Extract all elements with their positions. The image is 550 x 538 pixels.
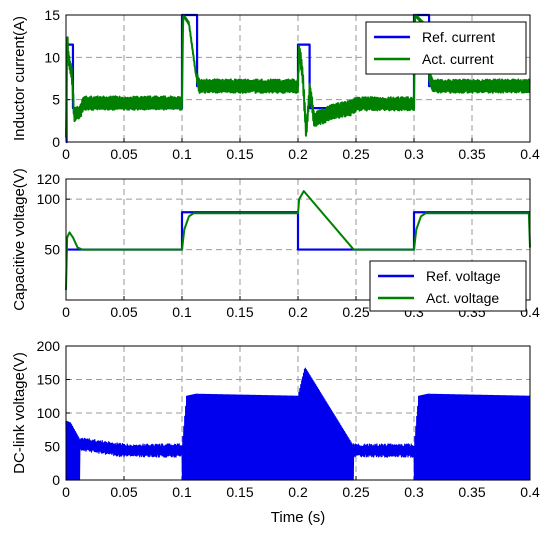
legend-label-ref-current: Ref. current [422,29,495,45]
y-tick-label: 50 [44,242,60,258]
y-tick-label: 120 [37,171,61,187]
series-lines [65,190,531,290]
x-tick-label: 0.15 [226,146,253,162]
x-tick-label: 0.1 [172,146,192,162]
panel-3: 0 0.05 0.1 0.15 0.2 0.25 0.3 0.35 0.4 0 50 100 150 20… [11,338,540,526]
y-tick-label: 0 [52,472,60,488]
plot-frame [65,14,531,143]
y-tick-label: 5 [52,92,60,108]
y-tick-label: 50 [44,439,60,455]
y-tick-label: 100 [37,405,61,421]
series-line-act-current [65,14,531,138]
legend-label-act-current: Act. current [422,51,494,67]
x-tick-label: 0.15 [226,304,253,320]
legend-box [369,260,527,312]
x-tick-label: 0.25 [342,146,369,162]
x-tick-label: 0.2 [288,304,308,320]
x-tick-label: 0.05 [110,484,137,500]
y-axis-label: Capacitive voltage(V) [11,168,28,311]
y-tick-label: 200 [37,338,61,354]
y-tick-label: 15 [44,7,60,23]
series-line-act-voltage [65,190,531,290]
x-tick-label: 0.3 [404,484,424,500]
x-tick-label: 0 [62,304,70,320]
panel-1: 0 0.05 0.1 0.15 0.2 0.25 0.3 0.35 0.4 0 5 10 15 Indu… [11,7,540,162]
x-tick-label: 0.1 [172,484,192,500]
legend: Ref. current Act. current [365,21,527,75]
x-tick-label: 0.05 [110,146,137,162]
tick-labels: 0 0.05 0.1 0.15 0.2 0.25 0.3 0.35 0.4 0 50 100 150 20… [37,338,540,500]
y-axis-label: DC-link voltage(V) [11,352,28,474]
y-tick-label: 0 [52,134,60,150]
x-tick-label: 0.15 [226,484,253,500]
y-axis-label: Inductor current(A) [11,16,28,141]
tick-labels: 0 0.05 0.1 0.15 0.2 0.25 0.3 0.35 0.4 0 5 10 15 [44,7,540,162]
plot-frame [65,178,531,301]
x-tick-label: 0.3 [404,146,424,162]
x-tick-label: 0.4 [520,146,540,162]
x-tick-label: 0.35 [458,146,485,162]
x-tick-label: 0.05 [110,304,137,320]
legend-label-ref-voltage: Ref. voltage [426,268,501,284]
x-tick-label: 0.1 [172,304,192,320]
x-tick-label: 0.2 [288,484,308,500]
legend: Ref. voltage Act. voltage [369,260,527,312]
x-tick-label: 0.35 [458,484,485,500]
x-axis-label: Time (s) [271,509,325,526]
series-line-dc-link-voltage [65,367,531,481]
x-tick-label: 0.2 [288,146,308,162]
x-tick-label: 0 [62,146,70,162]
x-tick-label: 0 [62,484,70,500]
plot-frame [65,345,531,481]
x-tick-label: 0.25 [342,484,369,500]
x-tick-label: 0.25 [342,304,369,320]
series-lines [65,367,531,481]
y-tick-label: 100 [37,191,61,207]
x-tick-label: 0.4 [520,484,540,500]
legend-box [365,21,527,75]
y-tick-label: 10 [44,49,60,65]
legend-label-act-voltage: Act. voltage [426,290,499,306]
y-tick-label: 150 [37,372,61,388]
